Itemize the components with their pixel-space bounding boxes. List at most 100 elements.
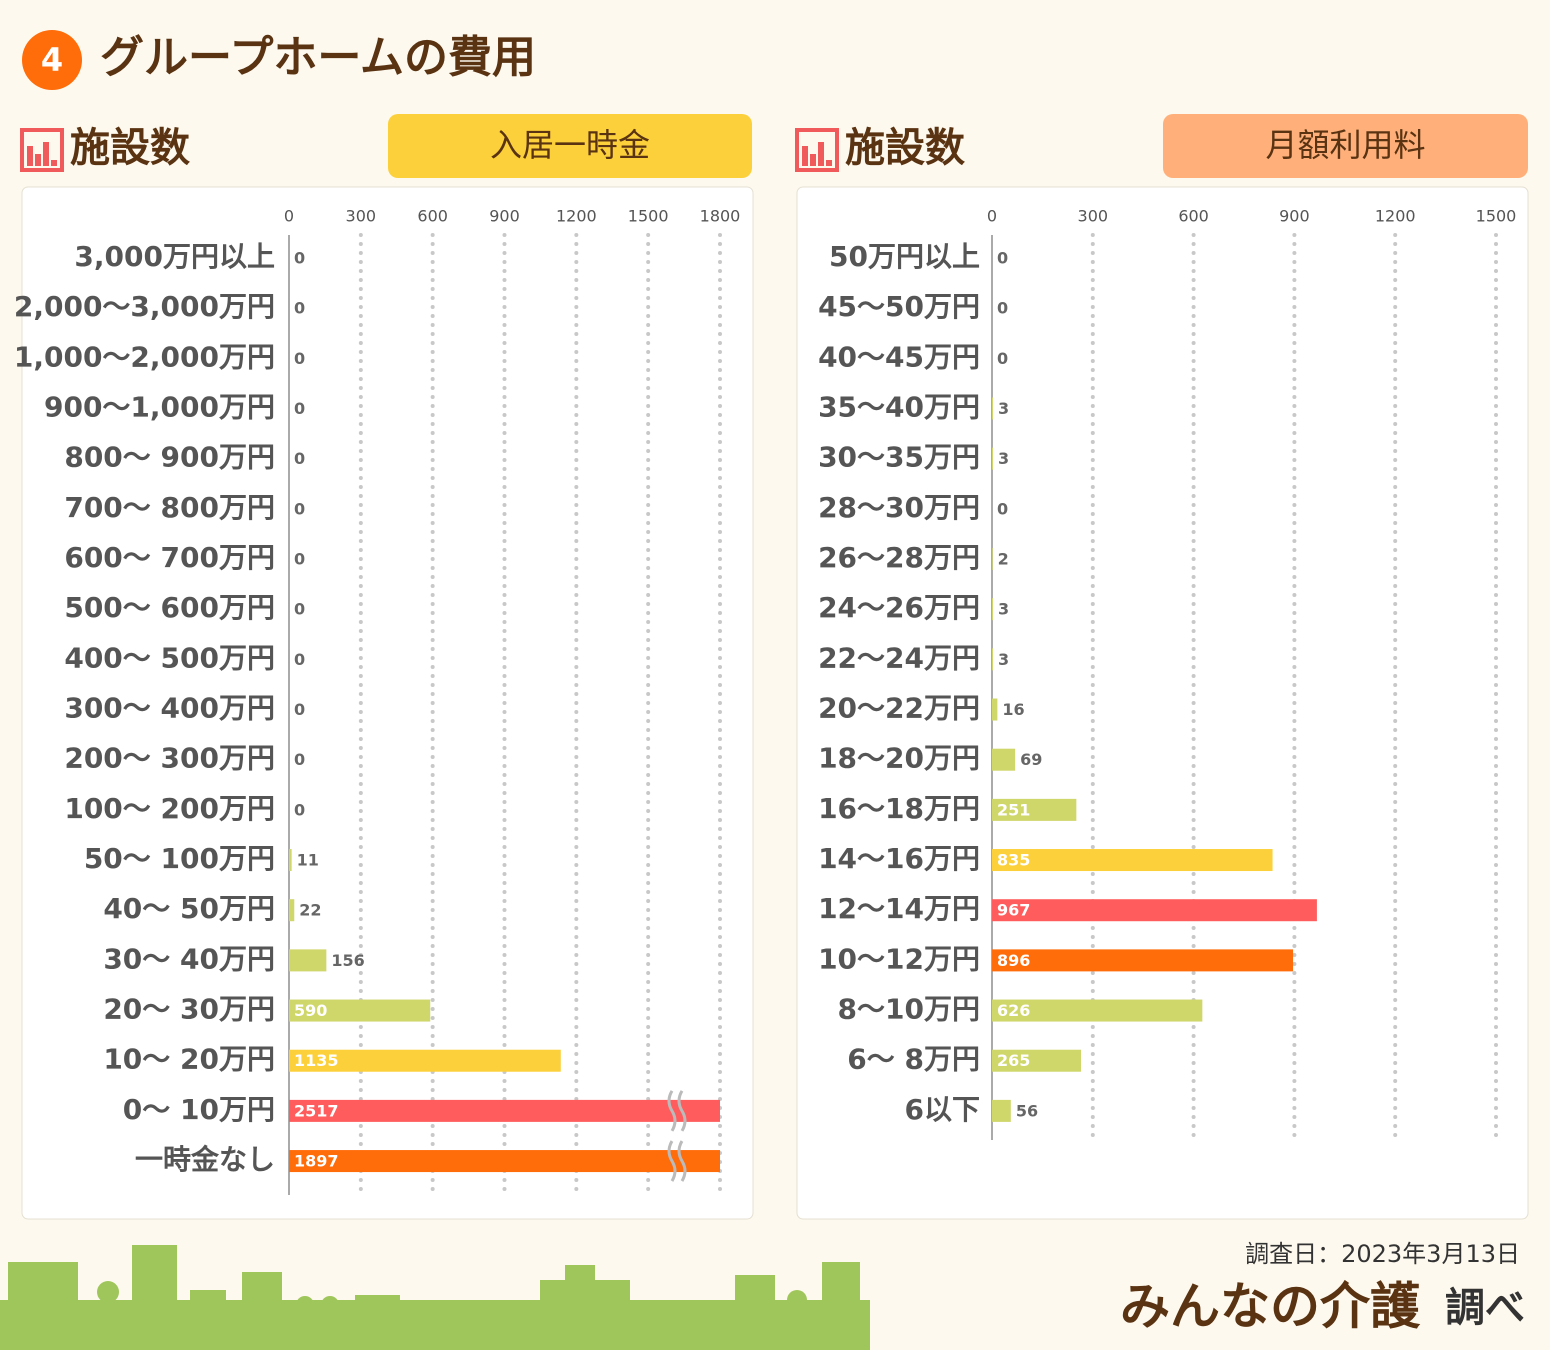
category-label: 10〜 20万円 — [103, 1043, 275, 1076]
bar — [289, 1099, 720, 1122]
value-label: 0 — [997, 249, 1008, 268]
value-label: 0 — [294, 650, 305, 669]
value-label: 3 — [998, 399, 1009, 418]
panel-title: 施設数 — [845, 125, 965, 171]
axis-break — [677, 1090, 687, 1132]
category-label: 8〜10万円 — [838, 993, 980, 1026]
bar — [992, 1099, 1011, 1122]
bar — [992, 899, 1317, 922]
value-label: 0 — [997, 299, 1008, 318]
bar — [992, 949, 1294, 972]
category-label: 22〜24万円 — [818, 641, 980, 674]
value-label: 967 — [997, 901, 1030, 920]
axis-break — [667, 1140, 677, 1182]
bar — [289, 999, 431, 1022]
subtitle: 入居一時金 — [490, 126, 650, 164]
axis-break — [677, 1140, 687, 1182]
bar — [992, 999, 1203, 1022]
bar — [289, 1049, 561, 1072]
x-tick-label: 1500 — [628, 207, 669, 226]
value-label: 56 — [1016, 1101, 1038, 1120]
survey-date: 調査日：2023年3月13日 — [1245, 1240, 1520, 1268]
number-badge — [22, 30, 82, 90]
category-label: 700〜 800万円 — [64, 491, 275, 524]
category-label: 100〜 200万円 — [64, 792, 275, 825]
category-label: 30〜35万円 — [818, 441, 980, 474]
category-label: 800〜 900万円 — [64, 441, 275, 474]
category-label: 24〜26万円 — [818, 591, 980, 624]
category-label: 600〜 700万円 — [64, 541, 275, 574]
icon — [795, 128, 839, 172]
x-tick-label: 600 — [417, 207, 448, 226]
category-label: 400〜 500万円 — [64, 641, 275, 674]
page-title: グループホームの費用 — [100, 32, 536, 83]
subtitle-box — [388, 114, 752, 178]
bar — [992, 849, 1273, 872]
category-label: 10〜12万円 — [818, 942, 980, 975]
category-label: 50〜 100万円 — [84, 842, 275, 875]
category-label: 30〜 40万円 — [103, 942, 275, 975]
value-label: 3 — [998, 650, 1009, 669]
bar — [992, 798, 1077, 821]
x-tick-label: 300 — [1078, 207, 1109, 226]
icon — [43, 142, 49, 166]
icon — [802, 146, 808, 166]
bar — [992, 698, 998, 721]
value-label: 265 — [997, 1051, 1030, 1070]
bar — [992, 748, 1016, 771]
value-label: 835 — [997, 851, 1030, 870]
category-label: 900〜1,000万円 — [44, 391, 275, 424]
value-label: 0 — [294, 299, 305, 318]
category-label: 6〜 8万円 — [847, 1043, 980, 1076]
category-label: 18〜20万円 — [818, 742, 980, 775]
bar — [992, 1049, 1082, 1072]
x-tick-label: 1200 — [556, 207, 597, 226]
category-label: 500〜 600万円 — [64, 591, 275, 624]
category-label: 0〜 10万円 — [123, 1093, 275, 1126]
icon — [818, 142, 824, 166]
value-label: 0 — [294, 600, 305, 619]
value-label: 3 — [998, 449, 1009, 468]
category-label: 14〜16万円 — [818, 842, 980, 875]
bar — [289, 1150, 720, 1173]
value-label: 2 — [998, 550, 1009, 569]
panel-title: 施設数 — [70, 125, 190, 171]
subtitle-box — [1163, 114, 1528, 178]
category-label: 1,000〜2,000万円 — [14, 340, 275, 373]
value-label: 0 — [997, 349, 1008, 368]
bar — [992, 598, 994, 621]
category-label: 一時金なし — [135, 1143, 275, 1176]
icon — [826, 160, 832, 166]
category-label: 3,000万円以上 — [74, 240, 275, 273]
value-label: 896 — [997, 951, 1030, 970]
category-label: 28〜30万円 — [818, 491, 980, 524]
value-label: 0 — [294, 499, 305, 518]
x-tick-label: 0 — [284, 207, 294, 226]
x-tick-label: 1200 — [1375, 207, 1416, 226]
value-label: 11 — [297, 851, 319, 870]
bar — [992, 648, 994, 671]
category-label: 26〜28万円 — [818, 541, 980, 574]
value-label: 1135 — [294, 1051, 339, 1070]
category-label: 40〜45万円 — [818, 340, 980, 373]
panel — [796, 186, 1529, 1220]
value-label: 0 — [294, 349, 305, 368]
category-label: 20〜 30万円 — [103, 993, 275, 1026]
brand-suffix: 調べ — [1445, 1285, 1525, 1331]
category-label: 16〜18万円 — [818, 792, 980, 825]
panel — [21, 186, 754, 1220]
subtitle: 月額利用料 — [1265, 126, 1425, 164]
category-label: 40〜 50万円 — [103, 892, 275, 925]
category-label: 200〜 300万円 — [64, 742, 275, 775]
value-label: 0 — [997, 499, 1008, 518]
value-label: 0 — [294, 800, 305, 819]
value-label: 0 — [294, 700, 305, 719]
x-tick-label: 300 — [346, 207, 377, 226]
category-label: 35〜40万円 — [818, 391, 980, 424]
value-label: 22 — [299, 901, 321, 920]
brand: みんなの介護 — [1120, 1278, 1421, 1336]
icon — [51, 160, 57, 166]
category-label: 300〜 400万円 — [64, 692, 275, 725]
